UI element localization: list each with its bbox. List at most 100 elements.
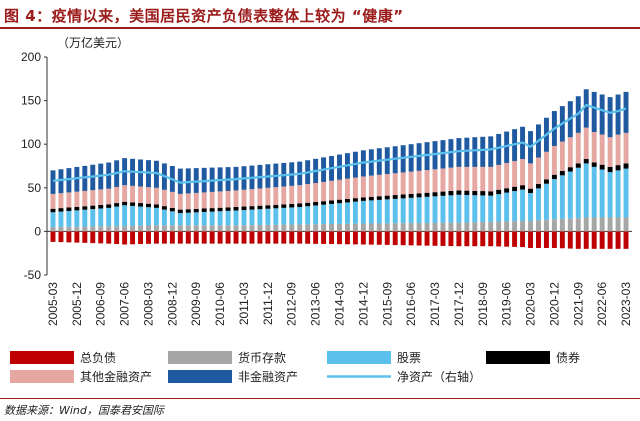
bar-liabilities xyxy=(153,231,159,244)
bar-cash-deposits xyxy=(583,217,589,232)
x-tick-label: 2016-06 xyxy=(404,282,418,326)
bar-other-financial xyxy=(98,189,104,205)
bar-other-financial xyxy=(464,166,470,191)
legend-swatch-other-financial xyxy=(10,370,74,383)
bar-other-financial xyxy=(106,188,112,205)
bar-cash-deposits xyxy=(615,217,621,232)
bar-nonfinancial xyxy=(591,91,597,132)
bar-liabilities xyxy=(520,231,526,248)
bar-other-financial xyxy=(233,190,239,207)
legend-swatch-stocks xyxy=(327,351,391,364)
x-tick-label: 2014-12 xyxy=(356,282,370,326)
bar-bonds xyxy=(400,194,406,199)
bar-bonds xyxy=(607,166,613,173)
bar-cash-deposits xyxy=(66,226,72,232)
bar-bonds xyxy=(122,201,128,206)
bar-liabilities xyxy=(305,231,311,244)
bar-cash-deposits xyxy=(321,224,327,232)
bar-liabilities xyxy=(591,231,597,249)
bar-stocks xyxy=(297,206,303,225)
bar-cash-deposits xyxy=(472,222,478,232)
bar-liabilities xyxy=(472,231,478,247)
bar-other-financial xyxy=(257,188,263,206)
bar-liabilities xyxy=(344,231,350,245)
bar-bonds xyxy=(416,193,422,198)
y-tick-label: 150 xyxy=(21,94,41,108)
bar-other-financial xyxy=(583,127,589,160)
bar-stocks xyxy=(376,199,382,224)
bar-stocks xyxy=(368,200,374,224)
bar-cash-deposits xyxy=(504,221,510,232)
bar-cash-deposits xyxy=(432,222,438,232)
bar-cash-deposits xyxy=(408,223,414,232)
bar-stocks xyxy=(130,205,136,226)
bar-other-financial xyxy=(528,163,533,189)
bar-cash-deposits xyxy=(313,224,319,232)
bar-stocks xyxy=(520,189,526,221)
bar-bonds xyxy=(241,206,247,211)
bar-other-financial xyxy=(424,170,430,193)
bar-bonds xyxy=(273,204,279,209)
x-tick-label: 2006-09 xyxy=(94,282,108,326)
bar-bonds xyxy=(177,209,183,214)
bar-liabilities xyxy=(66,231,72,243)
bar-cash-deposits xyxy=(464,222,470,232)
bar-bonds xyxy=(591,162,597,167)
bar-stocks xyxy=(416,197,422,224)
bar-bonds xyxy=(432,192,438,197)
x-tick-label: 2017-03 xyxy=(428,282,442,326)
bar-cash-deposits xyxy=(273,224,279,232)
bar-stocks xyxy=(591,166,597,218)
legend-swatch-bonds xyxy=(486,351,550,364)
y-tick-label: 0 xyxy=(34,224,41,238)
bar-other-financial xyxy=(265,187,271,206)
bar-stocks xyxy=(273,208,279,225)
bar-liabilities xyxy=(623,231,629,249)
bar-liabilities xyxy=(360,231,366,245)
bar-cash-deposits xyxy=(177,225,183,232)
x-tick-label: 2011-03 xyxy=(237,282,251,325)
bar-other-financial xyxy=(321,181,327,202)
bar-liabilities xyxy=(424,231,430,246)
legend-swatch-nonfinancial xyxy=(168,370,232,383)
bar-liabilities xyxy=(329,231,335,245)
bar-bonds xyxy=(193,208,199,213)
x-tick-label: 2005-12 xyxy=(70,282,84,326)
bar-liabilities xyxy=(185,231,191,244)
bar-other-financial xyxy=(329,180,335,201)
bar-bonds xyxy=(384,195,390,200)
bar-nonfinancial xyxy=(583,89,589,128)
chart-axes: （万亿美元） -50 0 50 100 150 200 2005-03 2005-12 2006-… xyxy=(21,35,633,326)
bar-nonfinancial xyxy=(50,170,56,194)
bar-stocks xyxy=(400,198,406,224)
x-tick-label: 2014-03 xyxy=(333,282,347,326)
bar-liabilities xyxy=(114,231,120,245)
bar-cash-deposits xyxy=(305,224,311,232)
bar-stocks xyxy=(217,211,223,226)
bar-nonfinancial xyxy=(623,91,629,133)
bar-liabilities xyxy=(551,231,557,248)
bar-stocks xyxy=(305,206,311,225)
legend-label-cash-deposits: 货币存款 xyxy=(238,350,286,365)
bar-stocks xyxy=(321,204,327,225)
bar-cash-deposits xyxy=(82,226,88,232)
bar-liabilities xyxy=(74,231,80,243)
bar-cash-deposits xyxy=(384,223,390,232)
bar-bonds xyxy=(169,207,175,212)
bar-liabilities xyxy=(209,231,215,244)
bar-liabilities xyxy=(456,231,462,247)
bar-bonds xyxy=(536,184,541,189)
bar-cash-deposits xyxy=(567,218,573,232)
bar-bonds xyxy=(575,163,581,168)
bar-bonds xyxy=(217,207,223,212)
bar-bonds xyxy=(257,205,263,210)
bar-liabilities xyxy=(161,231,167,244)
bar-stocks xyxy=(488,195,494,222)
bar-liabilities xyxy=(368,231,374,245)
bar-nonfinancial xyxy=(472,137,478,167)
bar-bonds xyxy=(583,159,589,164)
bar-bonds xyxy=(456,190,462,195)
bar-cash-deposits xyxy=(559,218,565,232)
bar-other-financial xyxy=(313,183,319,202)
bar-other-financial xyxy=(440,168,446,192)
